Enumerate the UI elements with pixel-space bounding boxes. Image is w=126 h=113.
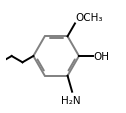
Text: OCH₃: OCH₃ (76, 13, 103, 23)
Text: H₂N: H₂N (61, 95, 81, 105)
Text: OH: OH (93, 52, 109, 61)
